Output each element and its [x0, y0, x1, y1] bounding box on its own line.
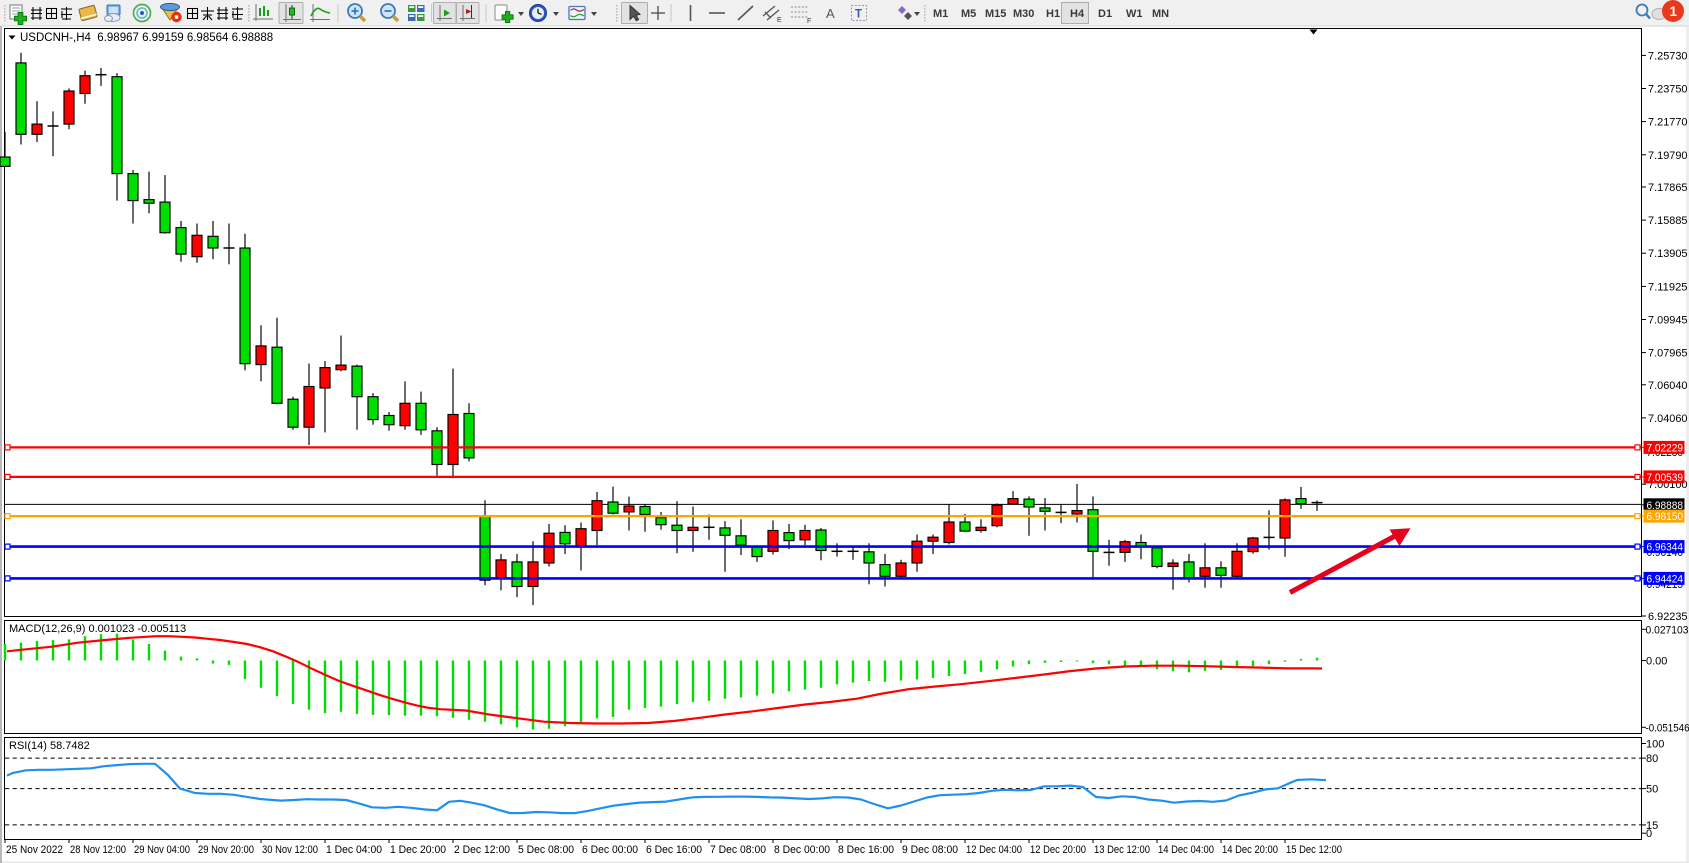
svg-text:6.98150: 6.98150 — [1647, 511, 1684, 523]
svg-text:7.19790: 7.19790 — [1648, 150, 1688, 162]
svg-text:D1: D1 — [1098, 8, 1112, 20]
svg-text:8 Dec 00:00: 8 Dec 00:00 — [774, 844, 830, 856]
svg-text:6.94424: 6.94424 — [1647, 573, 1684, 585]
svg-text:6 Dec 16:00: 6 Dec 16:00 — [646, 844, 702, 856]
svg-text:6 Dec 00:00: 6 Dec 00:00 — [582, 844, 638, 856]
svg-text:W1: W1 — [1126, 8, 1143, 20]
svg-text:7.25730: 7.25730 — [1648, 50, 1688, 62]
svg-text:6.96344: 6.96344 — [1647, 542, 1684, 554]
svg-text:15 Dec 12:00: 15 Dec 12:00 — [1286, 844, 1342, 856]
svg-text:1 Dec 04:00: 1 Dec 04:00 — [326, 844, 382, 856]
svg-text:MACD(12,26,9) 0.001023 -0.0051: MACD(12,26,9) 0.001023 -0.005113 — [9, 623, 186, 635]
svg-text:7.07965: 7.07965 — [1648, 348, 1688, 360]
svg-text:T: T — [855, 9, 862, 21]
svg-text:50: 50 — [1646, 784, 1658, 796]
svg-text:H4: H4 — [1070, 8, 1085, 20]
svg-text:USDCNH-,H4 6.98967 6.99159 6.: USDCNH-,H4 6.98967 6.99159 6.98564 6.988… — [20, 32, 273, 44]
svg-text:80: 80 — [1646, 753, 1658, 765]
svg-text:9 Dec 08:00: 9 Dec 08:00 — [902, 844, 958, 856]
svg-text:28 Nov 12:00: 28 Nov 12:00 — [70, 844, 126, 856]
svg-text:RSI(14) 58.7482: RSI(14) 58.7482 — [9, 740, 90, 752]
svg-text:H1: H1 — [1046, 8, 1060, 20]
svg-text:14 Dec 04:00: 14 Dec 04:00 — [1158, 844, 1214, 856]
svg-text:7.13905: 7.13905 — [1648, 248, 1688, 260]
svg-text:7.04060: 7.04060 — [1648, 413, 1688, 425]
svg-text:7.21770: 7.21770 — [1648, 117, 1688, 129]
svg-text:6.98888: 6.98888 — [1647, 500, 1684, 512]
svg-text:7 Dec 08:00: 7 Dec 08:00 — [710, 844, 766, 856]
svg-text:30 Nov 12:00: 30 Nov 12:00 — [262, 844, 318, 856]
svg-text:7.09945: 7.09945 — [1648, 315, 1688, 327]
svg-text:25 Nov 2022: 25 Nov 2022 — [6, 844, 63, 856]
svg-text:29 Nov 04:00: 29 Nov 04:00 — [134, 844, 190, 856]
svg-text:7.15885: 7.15885 — [1648, 215, 1688, 227]
svg-text:1 Dec 20:00: 1 Dec 20:00 — [390, 844, 446, 856]
svg-text:A: A — [826, 6, 835, 21]
svg-text:12 Dec 20:00: 12 Dec 20:00 — [1030, 844, 1086, 856]
svg-text:M15: M15 — [985, 8, 1006, 20]
svg-text:7.00539: 7.00539 — [1647, 472, 1684, 484]
svg-text:0.00: 0.00 — [1646, 656, 1667, 668]
svg-text:14 Dec 20:00: 14 Dec 20:00 — [1222, 844, 1278, 856]
svg-text:M1: M1 — [933, 8, 948, 20]
svg-text:M30: M30 — [1013, 8, 1034, 20]
svg-text:E: E — [777, 17, 782, 24]
svg-text:15: 15 — [1646, 820, 1658, 832]
svg-text:100: 100 — [1646, 739, 1664, 751]
svg-text:M5: M5 — [961, 8, 976, 20]
svg-text:13 Dec 12:00: 13 Dec 12:00 — [1094, 844, 1150, 856]
svg-text:7.02229: 7.02229 — [1647, 442, 1684, 454]
svg-text:0: 0 — [1646, 828, 1652, 840]
svg-text:5 Dec 08:00: 5 Dec 08:00 — [518, 844, 574, 856]
svg-text:F: F — [807, 18, 811, 25]
svg-text:1: 1 — [1670, 4, 1678, 19]
svg-text:7.23750: 7.23750 — [1648, 84, 1688, 96]
svg-text:7.11925: 7.11925 — [1648, 281, 1688, 293]
svg-text:29 Nov 20:00: 29 Nov 20:00 — [198, 844, 254, 856]
svg-text:-0.051546: -0.051546 — [1646, 722, 1689, 734]
svg-text:6.92235: 6.92235 — [1648, 611, 1688, 623]
svg-text:8 Dec 16:00: 8 Dec 16:00 — [838, 844, 894, 856]
svg-text:7.17865: 7.17865 — [1648, 182, 1688, 194]
svg-text:2 Dec 12:00: 2 Dec 12:00 — [454, 844, 510, 856]
svg-text:0.027103: 0.027103 — [1646, 624, 1689, 636]
svg-text:7.06040: 7.06040 — [1648, 380, 1688, 392]
svg-text:MN: MN — [1152, 8, 1169, 20]
svg-text:12 Dec 04:00: 12 Dec 04:00 — [966, 844, 1022, 856]
